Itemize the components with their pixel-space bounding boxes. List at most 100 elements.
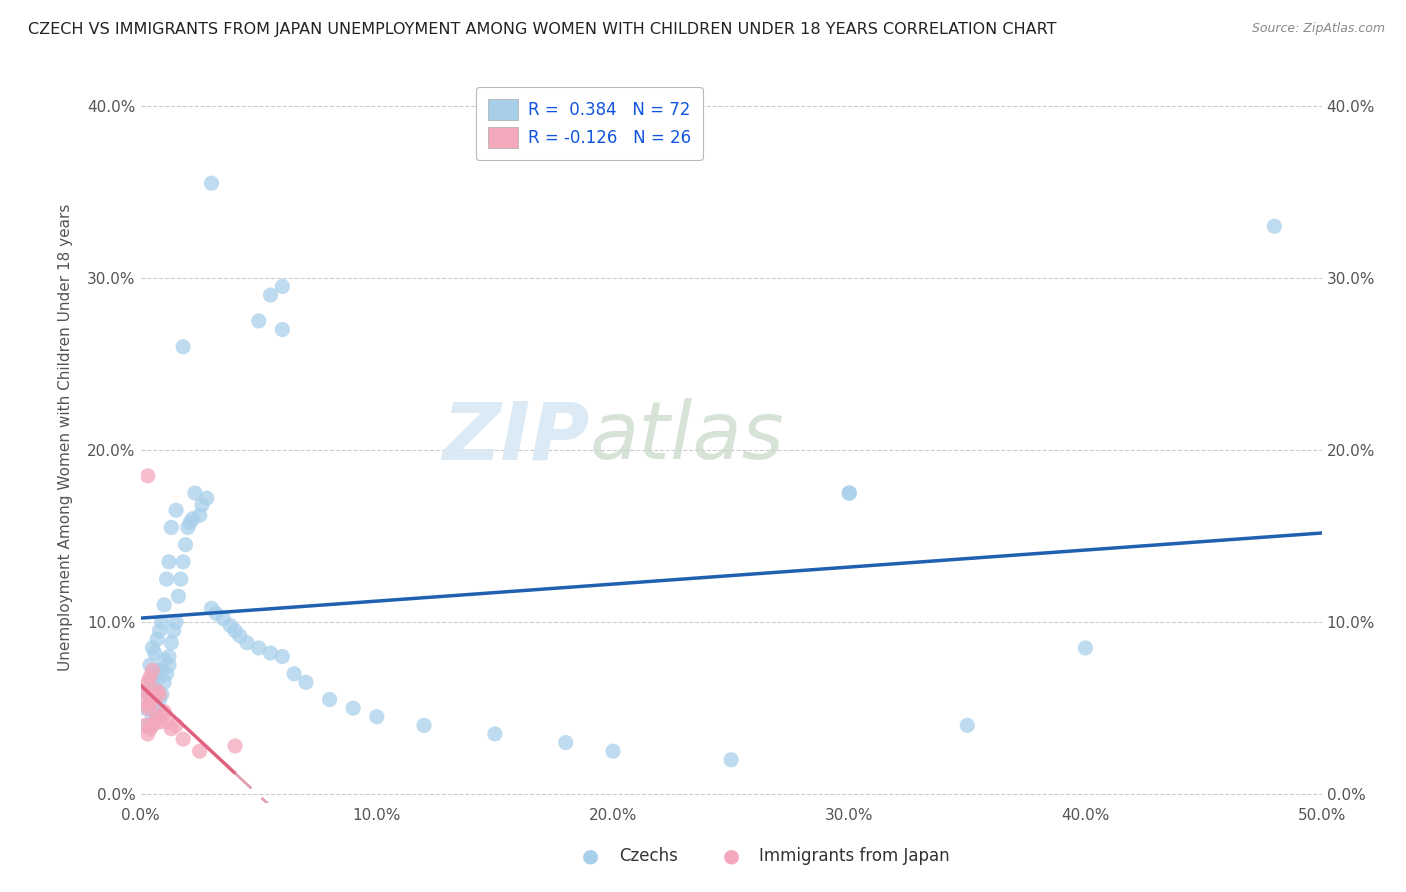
Point (200, 601, 222, 615)
Point (484, 727, 506, 741)
Point (148, 714, 170, 729)
Point (136, 701, 159, 715)
Point (139, 670, 162, 684)
Point (143, 646, 166, 660)
Point (181, 512, 204, 526)
Point (219, 618, 242, 632)
Point (148, 692, 170, 706)
Point (224, 624, 246, 638)
Point (141, 718, 163, 732)
Point (153, 653, 176, 667)
Point (148, 687, 170, 701)
Point (318, 692, 340, 706)
Text: Immigrants from Japan: Immigrants from Japan (759, 847, 950, 865)
Point (247, 640, 270, 655)
Legend: R =  0.384   N = 72, R = -0.126   N = 26: R = 0.384 N = 72, R = -0.126 N = 26 (477, 87, 703, 160)
Point (134, 701, 156, 715)
Point (165, 718, 187, 732)
Text: ●: ● (723, 847, 740, 866)
Point (150, 687, 173, 701)
Point (179, 516, 201, 530)
Point (143, 666, 166, 681)
Point (720, 753, 742, 767)
Point (143, 714, 166, 729)
Y-axis label: Unemployment Among Women with Children Under 18 years: Unemployment Among Women with Children U… (59, 203, 73, 671)
Point (146, 684, 169, 698)
Point (554, 735, 576, 749)
Point (150, 615, 173, 629)
Point (139, 675, 162, 690)
Point (148, 624, 170, 638)
Point (188, 508, 211, 523)
Text: ●: ● (582, 847, 599, 866)
Point (143, 705, 166, 719)
Point (160, 520, 183, 534)
Point (139, 692, 162, 706)
Point (141, 692, 163, 706)
Point (148, 670, 170, 684)
Point (271, 649, 294, 664)
Point (212, 612, 235, 626)
Point (191, 498, 214, 512)
Point (205, 607, 228, 621)
Point (259, 288, 281, 302)
Point (271, 279, 294, 293)
Point (174, 538, 197, 552)
Text: Czechs: Czechs (619, 847, 678, 865)
Point (146, 701, 169, 715)
Point (134, 718, 156, 732)
Text: Source: ZipAtlas.com: Source: ZipAtlas.com (1251, 22, 1385, 36)
Point (366, 710, 388, 724)
Point (295, 675, 318, 690)
Point (195, 491, 218, 505)
Point (150, 663, 173, 677)
Point (157, 555, 180, 569)
Point (141, 663, 163, 677)
Point (177, 520, 200, 534)
Point (143, 687, 166, 701)
Point (146, 663, 169, 677)
Point (184, 486, 207, 500)
Point (838, 486, 860, 500)
Text: atlas: atlas (589, 398, 785, 476)
Point (247, 314, 270, 328)
Point (157, 658, 180, 673)
Point (271, 322, 294, 336)
Point (146, 632, 169, 647)
Text: CZECH VS IMMIGRANTS FROM JAPAN UNEMPLOYMENT AMONG WOMEN WITH CHILDREN UNDER 18 Y: CZECH VS IMMIGRANTS FROM JAPAN UNEMPLOYM… (28, 22, 1057, 37)
Point (155, 666, 177, 681)
Point (602, 744, 624, 758)
Point (1263, 219, 1285, 234)
Point (172, 732, 194, 747)
Point (163, 624, 186, 638)
Point (224, 739, 246, 753)
Point (956, 718, 979, 732)
Point (155, 714, 177, 729)
Point (139, 698, 162, 712)
Point (150, 710, 173, 724)
Point (229, 629, 252, 643)
Point (136, 468, 159, 483)
Point (342, 701, 364, 715)
Point (160, 722, 183, 736)
Point (167, 589, 190, 603)
Point (1074, 640, 1097, 655)
Point (172, 555, 194, 569)
Point (153, 675, 176, 690)
Point (157, 649, 180, 664)
Point (188, 744, 211, 758)
Point (136, 718, 159, 732)
Point (165, 615, 187, 629)
Point (139, 658, 162, 673)
Point (141, 666, 163, 681)
Point (155, 572, 177, 586)
Point (259, 646, 281, 660)
Point (413, 718, 436, 732)
Point (143, 684, 166, 698)
Point (146, 684, 169, 698)
Point (160, 636, 183, 650)
Point (134, 692, 156, 706)
Point (200, 176, 222, 190)
Point (139, 722, 162, 736)
Point (153, 598, 176, 612)
